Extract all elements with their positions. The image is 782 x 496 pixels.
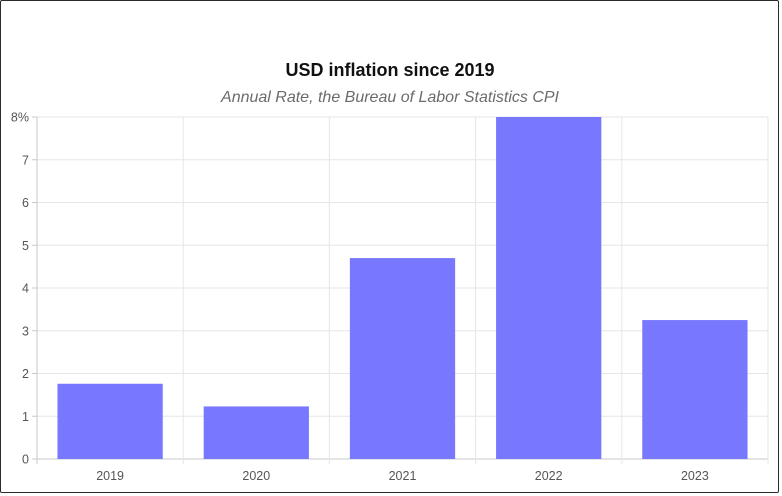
- y-tick-label-8: 8%: [11, 111, 29, 125]
- axes: 0 1 2 3 4 5 6 7 8% 2019 2020 2021 2022 2023: [11, 111, 709, 484]
- chart-subtitle: Annual Rate, the Bureau of Labor Statist…: [220, 89, 560, 106]
- x-tick-label-2021: 2021: [389, 469, 417, 483]
- x-tick-label-2020: 2020: [242, 469, 270, 483]
- bar-2019[interactable]: [57, 383, 163, 459]
- y-tick-label-0: 0: [22, 453, 29, 467]
- y-tick-label-3: 3: [22, 324, 29, 338]
- y-tick-label-4: 4: [22, 282, 29, 296]
- y-tick-label-5: 5: [22, 239, 29, 253]
- x-tick-label-2019: 2019: [96, 469, 124, 483]
- bar-2021[interactable]: [349, 258, 456, 459]
- y-tick-label-2: 2: [22, 367, 29, 381]
- y-tick-label-1: 1: [22, 410, 29, 424]
- y-tick-label-6: 6: [22, 196, 29, 210]
- x-tick-label-2022: 2022: [535, 469, 563, 483]
- chart-title: USD inflation since 2019: [285, 60, 494, 80]
- y-tick-label-7: 7: [22, 153, 29, 167]
- bar-2023[interactable]: [642, 320, 748, 459]
- bars: [57, 117, 748, 459]
- bar-2022[interactable]: [496, 117, 602, 459]
- bar-2020[interactable]: [203, 406, 309, 459]
- x-tick-label-2023: 2023: [681, 469, 709, 483]
